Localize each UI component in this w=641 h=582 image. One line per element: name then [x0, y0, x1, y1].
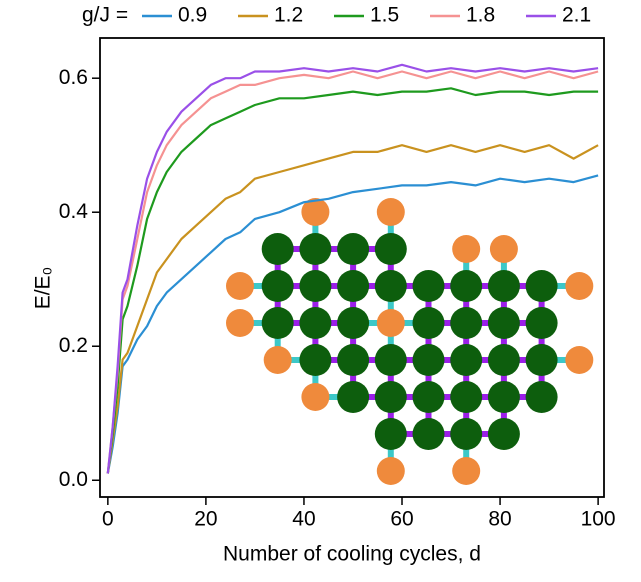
series-line [106, 70, 599, 474]
x-axis-label: Number of cooling cycles, d [223, 543, 481, 566]
bath-site [452, 235, 481, 263]
y-tick-label: 0.6 [59, 66, 88, 89]
legend-label: 0.9 [178, 4, 207, 27]
series-line [106, 87, 599, 474]
bath-site [226, 309, 254, 337]
x-tick-label: 20 [194, 508, 217, 531]
bath-site [376, 198, 405, 226]
legend-label: 1.2 [274, 4, 303, 27]
qubit [337, 307, 370, 339]
qubit [525, 381, 558, 413]
qubit [487, 381, 520, 413]
x-tick-label: 60 [390, 508, 413, 531]
bath-site [452, 457, 481, 485]
qubit [374, 344, 407, 376]
qubit [487, 344, 520, 376]
qubit [412, 418, 445, 450]
qubit [261, 270, 294, 302]
lattice-inset [226, 198, 594, 485]
series-line [106, 144, 599, 474]
qubit [450, 307, 483, 339]
qubit [337, 233, 370, 265]
y-axis-label: E/E₀ [32, 267, 55, 310]
qubit [412, 307, 445, 339]
bath-site [263, 346, 292, 374]
qubit [337, 270, 370, 302]
qubit [374, 381, 407, 413]
bath-site [489, 235, 518, 263]
qubit [450, 418, 483, 450]
qubit [487, 418, 520, 450]
qubit [525, 307, 558, 339]
bath-site [301, 383, 330, 411]
qubit [261, 233, 294, 265]
qubit [299, 233, 332, 265]
qubit [299, 270, 332, 302]
qubit [487, 270, 520, 302]
qubit [450, 270, 483, 302]
x-tick-label: 0 [102, 508, 114, 531]
bath-site [301, 198, 330, 226]
qubit [337, 344, 370, 376]
legend-label: 2.1 [562, 4, 591, 27]
y-tick-label: 0.4 [59, 200, 89, 223]
qubit [261, 307, 294, 339]
legend-label: 1.8 [466, 4, 495, 27]
x-tick-label: 100 [581, 508, 616, 531]
qubit [299, 307, 332, 339]
x-tick-label: 80 [488, 508, 511, 531]
qubit [374, 233, 407, 265]
y-tick-label: 0.0 [59, 468, 88, 491]
qubit [487, 307, 520, 339]
legend-title: g/J = [82, 4, 128, 27]
plot-frame [99, 37, 605, 498]
qubit [450, 381, 483, 413]
x-tick-label: 40 [292, 508, 315, 531]
qubit [412, 270, 445, 302]
bath-site [376, 457, 405, 485]
bath-site [376, 309, 405, 337]
qubit [450, 344, 483, 376]
qubit [525, 270, 558, 302]
y-tick-label: 0.2 [59, 334, 88, 357]
qubit [337, 381, 370, 413]
bath-site [226, 272, 254, 300]
series-line [106, 63, 599, 474]
qubit [299, 344, 332, 376]
qubit [525, 344, 558, 376]
bath-site [565, 346, 594, 374]
qubit [412, 381, 445, 413]
legend-label: 1.5 [370, 4, 399, 27]
series-line [106, 174, 599, 474]
qubit [374, 418, 407, 450]
bath-site [565, 272, 594, 300]
qubit [374, 270, 407, 302]
qubit [412, 344, 445, 376]
